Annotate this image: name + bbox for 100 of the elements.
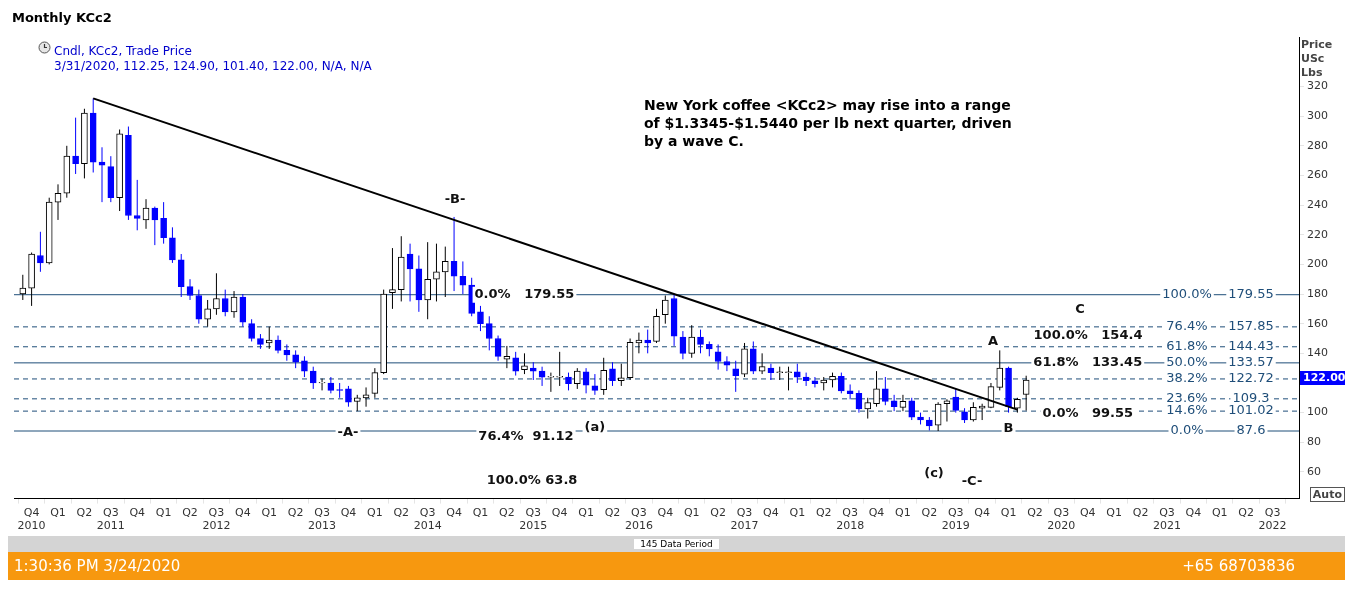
x-tick-label: Q1	[1211, 506, 1228, 520]
y-tick-label: 60	[1307, 464, 1321, 478]
annotation: 100.0% 154.4	[1033, 327, 1143, 343]
x-tick-label: Q3 2015	[519, 506, 548, 533]
x-tick-label: Q4	[235, 506, 251, 520]
annotation: 38.2%	[1166, 370, 1208, 386]
x-tick-label: Q4	[868, 506, 885, 520]
x-tick-label: Q2	[393, 506, 410, 520]
x-tick-label: Q3 2022	[1258, 506, 1287, 533]
ref-line-label: 133.57	[1228, 354, 1274, 370]
ref-line-label: 101.02	[1228, 402, 1274, 418]
annotation: (c)	[924, 465, 944, 481]
y-tick-label: 240	[1307, 197, 1328, 211]
x-tick-label: Q2	[1027, 506, 1043, 520]
x-tick-label: Q1	[578, 506, 594, 520]
ref-line-label: 87.6	[1236, 422, 1266, 438]
annotation: C	[1075, 301, 1085, 317]
annotation: -B-	[444, 191, 466, 207]
x-tick-label: Q1	[1000, 506, 1017, 520]
annotation: -C-	[961, 473, 983, 489]
annotation: 100.0% 63.8	[486, 472, 578, 488]
ref-line-label: 144.43	[1228, 338, 1274, 354]
x-tick-label: Q3 2016	[624, 506, 653, 533]
y-tick-label: 80	[1307, 435, 1321, 449]
annotation: 23.6%	[1166, 390, 1208, 406]
text: Cndl, KCc2, Trade Price 3/31/2020, 112.25, 124.90, 101.40, 122.00, N/A, N/A	[54, 43, 373, 73]
x-tick-label: Q4	[551, 506, 568, 520]
ref-line-label: 157.85	[1228, 318, 1274, 334]
x-tick-label: Q1	[50, 506, 66, 520]
x-tick-label: Q3 2018	[836, 506, 865, 533]
x-tick-label: Q4	[1185, 506, 1202, 520]
x-tick-label: Q3 2019	[941, 506, 970, 533]
x-tick-label: Q1	[261, 506, 278, 520]
x-tick-label: Q1	[789, 506, 806, 520]
x-tick-label: Q3 2012	[202, 506, 231, 533]
annotation: -A-	[337, 424, 359, 440]
x-tick-label: Q1	[683, 506, 700, 520]
x-tick-label: Q4	[763, 506, 779, 520]
annotation: 76.4%	[1166, 318, 1208, 334]
x-tick-label: Q1	[472, 506, 489, 520]
x-tick-label: Q3 2021	[1152, 506, 1181, 533]
y-axis-title: Price USc Lbs	[1301, 37, 1333, 79]
x-tick-label: Q2	[1132, 506, 1149, 520]
x-tick-label: Q3 2011	[96, 506, 125, 533]
x-tick-label: Q2	[182, 506, 198, 520]
annotation: 50.0%	[1166, 354, 1208, 370]
y-tick-label: 320	[1307, 79, 1328, 93]
annotation: A	[987, 333, 999, 349]
y-tick-label: 280	[1307, 138, 1328, 152]
text: +65 68703836	[1182, 557, 1295, 575]
chart-title: Monthly KCc2	[11, 9, 113, 27]
x-tick-label: Q1	[367, 506, 383, 520]
y-tick-label: 180	[1307, 286, 1328, 300]
annotation: (a)	[584, 418, 606, 434]
ref-line-label: 179.55	[1228, 286, 1274, 302]
annotation: B	[1003, 420, 1014, 436]
annotation: 0.0%	[1170, 422, 1204, 438]
text: 145 Data Period	[634, 539, 719, 549]
x-tick-label: Q2	[815, 506, 832, 520]
annotation: 61.8%	[1166, 338, 1208, 354]
text: Auto	[1309, 487, 1345, 502]
ref-line-label: 109.3	[1232, 390, 1270, 406]
annotation: 14.6%	[1166, 402, 1208, 418]
x-tick-label: Q4 2010	[17, 506, 46, 533]
x-tick-label: Q2	[499, 506, 515, 520]
annotation: 76.4% 91.12	[478, 428, 574, 444]
y-tick-label: 220	[1307, 227, 1328, 241]
x-tick-label: Q3 2014	[413, 506, 442, 533]
text: 122.00	[1303, 370, 1346, 384]
x-tick-label: Q2	[76, 506, 93, 520]
y-tick-label: 260	[1307, 168, 1328, 182]
y-tick-label: 200	[1307, 257, 1328, 271]
x-tick-label: Q4	[657, 506, 674, 520]
x-tick-label: Q4	[974, 506, 990, 520]
x-tick-label: Q4	[340, 506, 357, 520]
x-tick-label: Q2	[604, 506, 621, 520]
y-tick-label: 160	[1307, 316, 1328, 330]
x-tick-label: Q4	[129, 506, 146, 520]
annotation: 100.0%	[1162, 286, 1212, 302]
x-tick-label: Q1	[155, 506, 172, 520]
x-tick-label: Q4	[446, 506, 462, 520]
x-tick-label: Q2	[921, 506, 938, 520]
x-tick-label: Q2	[287, 506, 304, 520]
x-tick-label: Q3 2020	[1047, 506, 1076, 533]
y-tick-label: 100	[1307, 405, 1328, 419]
annotation: 61.8% 133.45	[1033, 354, 1143, 370]
ref-line-label: 122.72	[1228, 370, 1274, 386]
x-tick-label: Q1	[895, 506, 911, 520]
annotation: 0.0% 99.55	[1042, 404, 1134, 420]
x-tick-label: Q2	[1238, 506, 1255, 520]
x-tick-label: Q2	[710, 506, 726, 520]
annotation: New York coffee <KCc2> may rise into a range of $1.3345-$1.5440 per lb next quarter, driven by a wave C.	[644, 97, 1012, 150]
y-tick-label: 300	[1307, 109, 1328, 123]
x-tick-label: Q3 2013	[308, 506, 337, 533]
annotation: 0.0% 179.55	[474, 286, 575, 302]
x-tick-label: Q1	[1106, 506, 1123, 520]
text: 1:30:36 PM 3/24/2020	[14, 557, 181, 575]
x-tick-label: Q3 2017	[730, 506, 759, 533]
y-tick-label: 140	[1307, 346, 1328, 360]
x-tick-label: Q4	[1079, 506, 1096, 520]
